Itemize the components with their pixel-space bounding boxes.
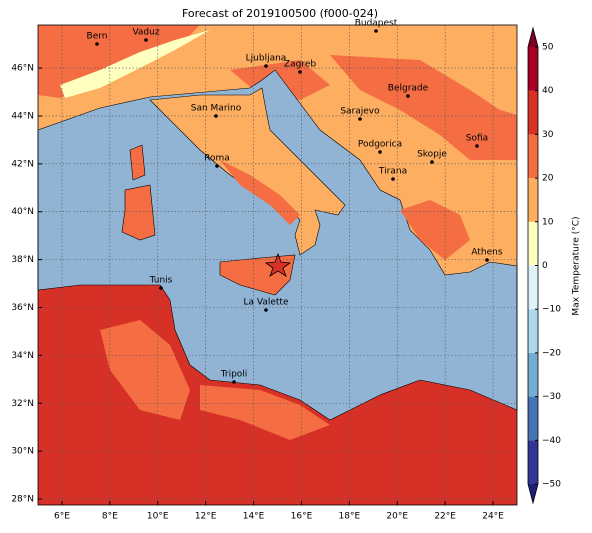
colorbar-band (528, 90, 538, 135)
y-tick-label: 44°N (11, 111, 34, 121)
city-dot (232, 380, 236, 384)
colorbar-band (528, 309, 538, 353)
cool-zone (60, 30, 210, 98)
x-tick-label: 22°E (434, 512, 456, 522)
city-label: Bern (87, 32, 108, 42)
warm-zone (100, 320, 190, 420)
city-label: Budapest (355, 19, 398, 29)
x-tick-label: 8°E (102, 512, 118, 522)
y-tick-label: 34°N (11, 351, 34, 361)
city-dot (159, 286, 163, 290)
x-tick-label: 18°E (339, 512, 361, 522)
city-label: Roma (204, 154, 230, 164)
y-tick-label: 30°N (11, 447, 34, 457)
city-dot (475, 144, 479, 148)
city-label: Tripoli (220, 370, 248, 380)
city-label: Tunis (149, 276, 173, 286)
city-label: Sofia (466, 134, 488, 144)
title: Forecast of 2019100500 (f000-024) (182, 7, 378, 20)
city-label: San Marino (191, 104, 242, 114)
star-marker (264, 252, 292, 277)
city-dot (214, 114, 218, 118)
colorbar-tick-label: 0 (542, 261, 548, 271)
city-dot (391, 177, 395, 181)
y-tick-label: 46°N (11, 64, 34, 74)
x-tick-label: 20°E (386, 512, 408, 522)
colorbar-tick-label: −10 (542, 305, 561, 315)
city-dot (378, 150, 382, 154)
city-dot (374, 29, 378, 33)
city-dot (264, 308, 268, 312)
colorbar-band (528, 265, 538, 310)
x-tick-label: 6°E (54, 512, 70, 522)
city-dot (264, 64, 268, 68)
city-dot (485, 258, 489, 262)
colorbar-tick-label: −40 (542, 436, 561, 446)
y-tick-label: 32°N (11, 399, 34, 409)
colorbar: −50 −40 −30 −20 −10 0 10 20 30 40 50 (527, 26, 561, 505)
y-tick-label: 42°N (11, 159, 34, 169)
city-dot (358, 117, 362, 121)
colorbar-tick-label: 10 (542, 217, 554, 227)
warm-zone (330, 55, 517, 160)
x-tick-label: 14°E (243, 512, 265, 522)
city-label: Vaduz (132, 28, 159, 38)
city-label: Ljubljana (246, 54, 287, 64)
colorbar-tick-label: 50 (542, 43, 554, 53)
y-tick-label: 36°N (11, 303, 34, 313)
city-label: La Valette (244, 298, 289, 308)
grid (38, 25, 517, 505)
city-dot (406, 94, 410, 98)
city-label: Podgorica (358, 140, 402, 150)
colorbar-band (528, 396, 538, 441)
colorbar-over (528, 28, 538, 47)
x-tick-label: 10°E (147, 512, 169, 522)
colorbar-tick-label: −20 (542, 348, 561, 358)
colorbar-band (528, 221, 538, 266)
colorbar-under (528, 484, 538, 503)
y-tick-label: 38°N (11, 255, 34, 265)
y-tick-label: 28°N (11, 495, 34, 505)
colorbar-tick-label: 30 (542, 130, 554, 140)
colorbar-tick-label: 20 (542, 174, 554, 184)
sardinia (121, 184, 156, 241)
colorbar-tick-label: −30 (542, 392, 561, 402)
colorbar-tick-label: −50 (542, 480, 561, 490)
city-label: Sarajevo (340, 107, 380, 117)
warm-zone (200, 385, 330, 440)
city-label: Zagreb (284, 60, 316, 70)
x-tick-label: 24°E (482, 512, 504, 522)
city-dot (95, 42, 99, 46)
x-tick-label: 16°E (291, 512, 313, 522)
x-tick-label: 12°E (195, 512, 217, 522)
colorbar-band (528, 440, 538, 484)
city-dot (144, 38, 148, 42)
city-label: Skopje (417, 150, 447, 160)
city-label: Belgrade (388, 84, 429, 94)
colorbar-label: Max Temperature (°C) (572, 216, 582, 315)
corsica (129, 144, 146, 181)
colorbar-band (528, 352, 538, 397)
city-dot (298, 70, 302, 74)
colorbar-tick-label: 40 (542, 86, 554, 96)
city-label: Athens (471, 248, 502, 258)
warm-zone (220, 160, 300, 225)
city-dot (215, 164, 219, 168)
colorbar-band (528, 47, 538, 91)
colorbar-band (528, 134, 538, 179)
warm-zone (400, 200, 470, 260)
map-frame (37, 24, 518, 506)
city-label: Tirana (378, 167, 407, 177)
y-tick-label: 40°N (11, 207, 34, 217)
colorbar-band (528, 178, 538, 222)
city-dot (430, 160, 434, 164)
